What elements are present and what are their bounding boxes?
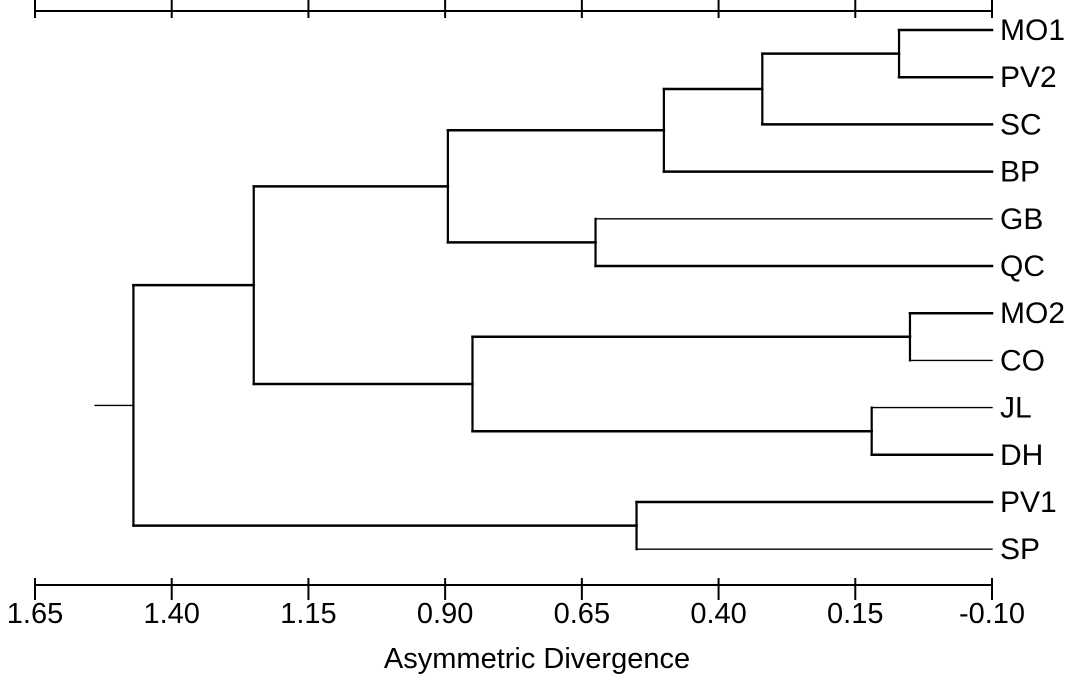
dendrogram-branches	[94, 28, 994, 551]
leaf-label-pv1: PV1	[1000, 486, 1057, 519]
tick-label: 0.90	[417, 598, 473, 630]
leaf-label-dh: DH	[1000, 439, 1043, 472]
leaf-label-pv2: PV2	[1000, 61, 1057, 94]
leaf-label-sc: SC	[1000, 108, 1042, 141]
leaf-labels: MO1 PV2 SC BP GB QC MO2 CO JL DH PV1 SP	[1000, 14, 1065, 566]
tick-label: 0.15	[827, 598, 883, 630]
top-axis	[34, 0, 993, 18]
tick-label: -0.10	[959, 598, 1025, 630]
leaf-label-qc: QC	[1000, 250, 1045, 283]
leaf-label-gb: GB	[1000, 203, 1043, 236]
axis-title: Asymmetric Divergence	[384, 643, 690, 675]
tick-label: 0.40	[690, 598, 746, 630]
leaf-label-mo2: MO2	[1000, 297, 1065, 330]
leaf-label-co: CO	[1000, 344, 1045, 377]
tick-label: 1.65	[7, 598, 63, 630]
leaf-label-bp: BP	[1000, 156, 1040, 189]
tick-label: 1.40	[143, 598, 199, 630]
tick-label: 0.65	[554, 598, 610, 630]
leaf-label-sp: SP	[1000, 533, 1040, 566]
leaf-label-jl: JL	[1000, 392, 1032, 425]
tick-label: 1.15	[280, 598, 336, 630]
bottom-axis: 1.65 1.40 1.15 0.90 0.65 0.40 0.15 -0.10	[7, 578, 1025, 630]
leaf-label-mo1: MO1	[1000, 14, 1065, 47]
